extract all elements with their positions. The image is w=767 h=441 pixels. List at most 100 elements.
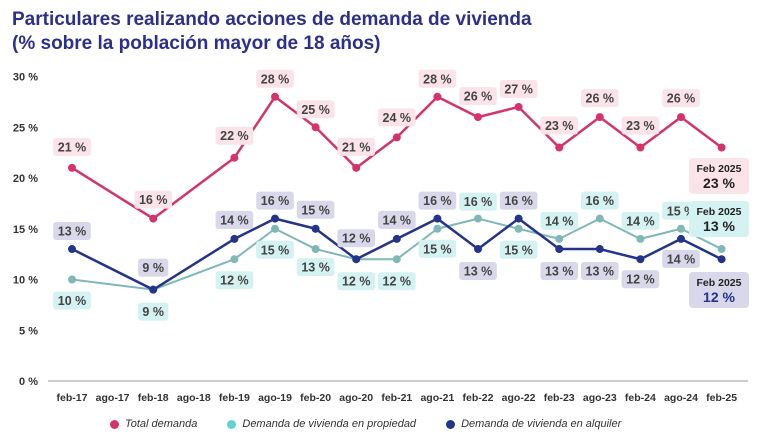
chart-legend: Total demanda Demanda de vivienda en pro…: [110, 418, 621, 430]
data-label-bg: [418, 239, 457, 258]
data-label-text: 22 %: [220, 129, 249, 143]
x-tick-label: feb-25: [706, 392, 737, 404]
legend-label-total: Total demanda: [125, 418, 198, 430]
data-label-text: 14 %: [220, 213, 249, 227]
data-label-bg: [459, 262, 497, 281]
data-label-bg: [256, 69, 294, 88]
data-label-text: 12 %: [383, 275, 412, 289]
data-label-text: 26 %: [667, 92, 696, 106]
data-point: [311, 224, 320, 233]
data-point: [352, 255, 361, 264]
data-label-1: 12 %: [215, 271, 254, 290]
data-label-text: 14 %: [545, 214, 574, 228]
data-label-text: 15 %: [423, 242, 452, 256]
data-point: [595, 113, 604, 122]
data-label-0: 27 %: [499, 79, 538, 98]
data-point: [636, 143, 645, 152]
legend-item-total: Total demanda: [110, 418, 197, 430]
data-label-bg: [138, 302, 169, 321]
data-label-text: 14 %: [626, 214, 655, 228]
data-label-1: 15 %: [499, 240, 538, 259]
x-tick-label: ago-24: [664, 392, 698, 404]
data-label-0: 26 %: [662, 89, 700, 108]
data-point: [636, 234, 645, 243]
data-label-2: 9 %: [138, 258, 169, 277]
end-label-date: Feb 2025: [697, 163, 742, 175]
data-label-bg: [53, 222, 91, 241]
data-label-bg: [337, 229, 375, 248]
data-point: [149, 214, 158, 223]
data-label-1: 15 %: [256, 240, 294, 259]
y-tick-label: 25 %: [13, 122, 38, 134]
data-label-1: 10 %: [53, 291, 91, 310]
data-label-bg: [378, 210, 416, 229]
data-label-bg: [621, 116, 660, 135]
end-label-value: 23 %: [703, 175, 735, 191]
x-tick-label: ago-17: [96, 392, 130, 404]
data-label-2: 14 %: [662, 249, 700, 268]
data-point: [68, 163, 76, 172]
data-label-2: 16 %: [499, 191, 538, 210]
end-label-value: 12 %: [703, 289, 735, 305]
x-tick-label: feb-21: [381, 392, 412, 404]
data-label-text: 12 %: [342, 232, 371, 246]
data-label-text: 12 %: [342, 275, 371, 289]
data-label-text: 23 %: [545, 119, 574, 133]
data-label-2: 13 %: [459, 262, 497, 281]
data-label-bg: [215, 271, 254, 290]
data-label-0: 23 %: [540, 116, 578, 135]
y-tick-label: 0 %: [19, 376, 38, 388]
end-label-bg: [689, 272, 749, 308]
data-point: [433, 224, 442, 233]
data-point: [555, 245, 564, 254]
data-label-1: 12 %: [337, 272, 375, 291]
data-point: [474, 113, 482, 122]
data-label-0: 25 %: [296, 100, 335, 119]
chart-title-block: Particulares realizando acciones de dema…: [12, 8, 532, 56]
data-point: [636, 255, 645, 264]
data-label-bg: [662, 89, 700, 108]
data-label-text: 21 %: [58, 140, 87, 154]
data-label-2: 12 %: [621, 270, 660, 289]
data-label-bg: [581, 89, 619, 108]
legend-label-propiedad: Demanda de vivienda en propiedad: [242, 418, 417, 430]
data-label-bg: [499, 240, 538, 259]
data-label-1: 14 %: [540, 211, 578, 230]
data-point: [230, 153, 239, 162]
data-label-bg: [540, 116, 578, 135]
x-tick-label: feb-19: [219, 392, 250, 404]
legend-marker-total: [110, 419, 119, 429]
data-point: [271, 92, 279, 101]
data-label-bg: [418, 191, 457, 210]
data-label-0: 28 %: [256, 69, 294, 88]
data-label-text: 21 %: [342, 140, 371, 154]
data-label-text: 15 %: [301, 203, 330, 217]
data-label-text: 16 %: [464, 195, 493, 209]
data-label-1: 9 %: [138, 302, 169, 321]
legend-label-alquiler: Demanda de vivienda en alquiler: [461, 418, 622, 430]
data-label-text: 16 %: [504, 194, 533, 208]
data-label-bg: [621, 211, 660, 230]
x-tick-label: ago-23: [583, 392, 617, 404]
data-label-1: 13 %: [296, 258, 335, 277]
data-point: [514, 214, 523, 223]
data-label-text: 23 %: [626, 119, 655, 133]
data-point: [230, 255, 239, 264]
data-label-0: 21 %: [53, 137, 91, 156]
data-point: [271, 224, 279, 233]
x-tick-label: feb-23: [544, 392, 575, 404]
data-label-text: 9 %: [142, 305, 164, 319]
data-point: [433, 92, 442, 101]
data-label-2: 12 %: [337, 229, 375, 248]
x-tick-label: ago-21: [420, 392, 454, 404]
data-label-bg: [256, 191, 294, 210]
data-label-text: 13 %: [464, 265, 493, 279]
data-point: [514, 102, 523, 111]
data-label-bg: [134, 190, 172, 209]
data-label-bg: [296, 258, 335, 277]
data-point: [717, 143, 726, 152]
x-tick-label: feb-24: [625, 392, 656, 404]
data-label-text: 10 %: [58, 294, 87, 308]
data-label-0: 21 %: [337, 137, 375, 156]
